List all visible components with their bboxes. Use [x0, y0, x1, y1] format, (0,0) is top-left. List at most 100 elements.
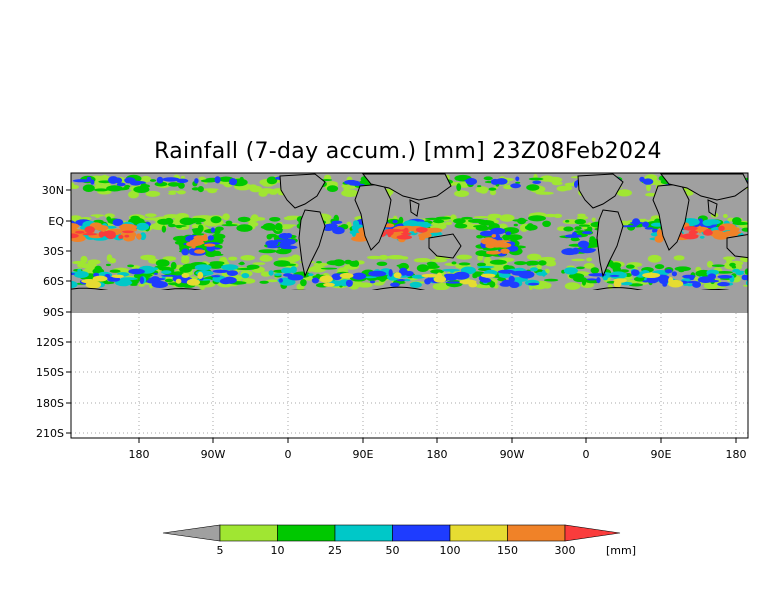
rain-cell [489, 189, 497, 196]
rain-cell [10, 283, 22, 289]
rain-cell [326, 260, 341, 266]
rain-cell [0, 179, 2, 185]
rain-cell [576, 266, 585, 270]
rain-cell [430, 232, 443, 236]
rain-cell [111, 274, 124, 278]
rain-cell [376, 261, 388, 266]
rain-cell [194, 264, 212, 271]
rain-cell [776, 182, 784, 189]
rain-cell [449, 269, 455, 273]
rain-cell [315, 273, 321, 278]
rain-cell [59, 267, 70, 272]
rain-cell [578, 247, 596, 254]
rain-cell [477, 185, 482, 188]
rain-cell [204, 243, 216, 247]
rain-cell [145, 190, 161, 197]
rain-cell [745, 280, 748, 286]
rain-cell [259, 280, 269, 284]
rain-cell [540, 175, 554, 182]
rain-cell [768, 223, 784, 230]
rain-cell [9, 183, 15, 189]
rain-cell [751, 177, 765, 181]
rain-cell [353, 260, 360, 267]
legend-swatch [219, 524, 278, 542]
rain-cell [9, 223, 20, 231]
rain-cell [55, 267, 60, 271]
rain-cell [524, 224, 538, 231]
rain-cell [568, 273, 585, 280]
rain-cell [2, 183, 13, 186]
rain-cell [453, 218, 466, 224]
rain-cell [596, 277, 601, 284]
rain-cell [236, 224, 253, 232]
rain-cell [82, 265, 86, 268]
rain-cell [543, 278, 559, 282]
rain-cell [739, 256, 748, 263]
rain-cell [754, 261, 761, 267]
coastline [659, 173, 748, 201]
rain-cell [0, 222, 5, 224]
rain-cell [771, 219, 782, 224]
rain-cell [104, 213, 115, 218]
x-tick-label: 0 [285, 448, 292, 461]
y-tick-label: 120S [36, 336, 64, 349]
rain-cell [155, 259, 170, 267]
rain-cell [186, 241, 199, 247]
rain-cell [197, 186, 204, 193]
rain-cell [279, 224, 293, 230]
rain-cell [98, 231, 105, 238]
rain-cell [5, 261, 16, 265]
rain-cell [16, 280, 32, 283]
rain-cell [773, 182, 780, 189]
rain-cell [214, 176, 221, 184]
rain-cell [258, 249, 277, 254]
rain-cell [642, 178, 654, 185]
rain-cell [320, 267, 338, 270]
legend-label: 300 [555, 544, 576, 557]
rain-cell [563, 226, 574, 232]
rain-cell [106, 216, 111, 221]
map-title: Rainfall (7-day accum.) [mm] 23Z08Feb202… [154, 139, 662, 164]
rain-cell [262, 183, 274, 187]
y-tick-label: 210S [36, 427, 64, 440]
rain-cell [741, 274, 748, 281]
rain-cell [268, 270, 274, 276]
rain-cell [418, 236, 426, 241]
rain-cell [662, 282, 668, 287]
rain-cell [197, 271, 204, 279]
rain-cell [671, 271, 678, 277]
rain-cell [188, 248, 197, 255]
rain-cell [774, 269, 784, 276]
rain-cell [766, 262, 777, 266]
rain-cell [480, 273, 496, 278]
rain-cell [616, 189, 633, 197]
rain-cell [267, 233, 278, 238]
rain-cell [149, 179, 157, 182]
rain-cell [139, 276, 145, 285]
rain-cell [432, 282, 450, 291]
rain-cell [0, 224, 7, 229]
rain-cell [510, 183, 521, 189]
rain-cell [402, 230, 408, 237]
rain-cell [269, 217, 281, 222]
rain-cell [17, 217, 33, 223]
rain-cell [590, 267, 600, 274]
rain-cell [287, 274, 304, 281]
rain-cell [181, 257, 190, 264]
rain-cell [754, 267, 759, 269]
rain-cell [132, 181, 146, 184]
rain-cell [0, 275, 11, 277]
rain-cell [465, 178, 477, 185]
rain-cell [95, 214, 100, 218]
rain-cell [138, 284, 145, 287]
rain-cell [515, 176, 520, 182]
rain-cell [497, 269, 515, 274]
rain-cell [723, 214, 728, 218]
rain-cell [238, 262, 245, 265]
rain-cell [29, 276, 36, 278]
rain-cell [237, 216, 251, 223]
rain-cell [476, 234, 484, 239]
rain-cell [20, 224, 37, 231]
rain-cell [732, 217, 742, 225]
